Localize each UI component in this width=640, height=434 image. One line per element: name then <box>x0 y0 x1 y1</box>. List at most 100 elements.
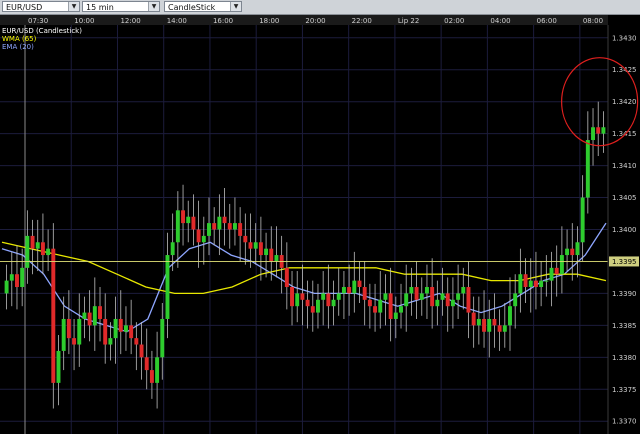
candle-body <box>300 293 305 300</box>
candle-body <box>87 312 92 326</box>
candle-body <box>77 318 82 345</box>
candle-body <box>580 197 585 243</box>
candle-body <box>570 248 575 256</box>
price-chart[interactable]: 07:30 10:00 12:00 14:00 16:00 18:00 20:00 22:00… <box>0 15 640 434</box>
ema-line-group <box>1 222 607 333</box>
time-label: 22:00 <box>352 17 372 25</box>
candle-body <box>113 318 118 339</box>
candle-body <box>129 325 134 339</box>
candle-body <box>528 280 533 288</box>
price-label: 1.3425 <box>612 66 637 74</box>
price-label: 1.3375 <box>612 386 637 394</box>
candle-body <box>539 280 544 288</box>
candle-body <box>440 293 445 300</box>
candle-body <box>61 318 66 351</box>
candle-body <box>399 306 403 313</box>
candle-body <box>155 357 160 383</box>
candle-body <box>82 312 87 319</box>
time-label: 18:00 <box>259 17 279 25</box>
candle-body <box>103 318 108 345</box>
candle-body <box>30 235 35 249</box>
candle-body <box>471 312 476 326</box>
time-label: 16:00 <box>213 17 233 25</box>
candle-body <box>476 318 481 326</box>
candle-body <box>492 318 497 326</box>
candle-body <box>123 325 128 332</box>
wma-line-group <box>1 241 607 295</box>
candle-body <box>373 306 378 313</box>
candle-body <box>450 299 455 307</box>
symbol-select[interactable]: EUR/USD ▼ <box>2 1 80 12</box>
candle-body <box>523 274 528 288</box>
chart-style-select[interactable]: CandleStick ▼ <box>164 1 242 12</box>
candle-body <box>518 274 523 294</box>
time-axis-band <box>0 15 640 25</box>
chevron-down-icon[interactable]: ▼ <box>68 2 79 11</box>
candle-body <box>108 338 113 345</box>
candle-body <box>341 287 346 294</box>
candle-body <box>316 299 320 313</box>
candle-body <box>46 248 51 256</box>
candle-body <box>15 274 19 288</box>
candle-body <box>596 127 601 134</box>
candle-body <box>367 299 372 307</box>
candle-body <box>456 293 461 300</box>
candle-body <box>134 338 139 345</box>
candle-body <box>559 255 564 275</box>
candle-body <box>191 216 196 230</box>
price-label: 1.3385 <box>612 322 637 330</box>
candle-body <box>513 293 518 307</box>
timeframe-select-value: 15 min <box>86 3 114 12</box>
candle-body <box>445 293 450 307</box>
candle-body <box>544 280 549 282</box>
candle-body <box>227 223 232 230</box>
price-label: 1.3415 <box>612 130 637 138</box>
candle-body <box>217 216 222 230</box>
candle-body <box>92 306 97 326</box>
candle-body <box>378 299 383 313</box>
candle-body <box>347 287 352 294</box>
candle-body <box>357 280 362 288</box>
candle-body <box>144 357 149 371</box>
candle-body <box>466 287 471 313</box>
candle-body <box>565 248 570 256</box>
price-label: 1.3430 <box>612 34 637 42</box>
candle-body <box>20 267 25 288</box>
current-price-tag-text: 1.3395 <box>612 258 637 266</box>
candle-body <box>575 242 580 256</box>
candle-body <box>290 287 294 307</box>
symbol-select-value: EUR/USD <box>6 3 43 12</box>
chevron-down-icon[interactable]: ▼ <box>230 2 241 11</box>
candle-body <box>295 293 300 307</box>
candle-body <box>25 235 30 268</box>
candle-body <box>419 293 424 300</box>
price-label: 1.3390 <box>612 290 637 298</box>
current-price-tag <box>609 256 639 267</box>
time-label: 10:00 <box>74 17 94 25</box>
candle-body <box>321 293 326 300</box>
candle-body <box>352 280 357 294</box>
time-label: 14:00 <box>167 17 187 25</box>
candle-body <box>201 235 206 243</box>
candle-body <box>72 338 77 345</box>
candle-body <box>196 229 201 243</box>
chevron-down-icon[interactable]: ▼ <box>148 2 159 11</box>
candle-body <box>66 318 71 339</box>
candle-body <box>305 299 310 307</box>
candle-body <box>424 287 429 294</box>
candle-body <box>139 344 144 358</box>
timeframe-select[interactable]: 15 min ▼ <box>82 1 160 12</box>
candle-body <box>487 318 492 332</box>
candle-body <box>264 248 269 256</box>
time-axis: 07:30 10:00 12:00 14:00 16:00 18:00 20:00 22:00… <box>28 17 603 25</box>
candle-body <box>383 293 388 300</box>
candle-body <box>175 210 180 243</box>
price-label: 1.3380 <box>612 354 637 362</box>
candle-body <box>40 242 45 256</box>
candle-body <box>56 350 61 383</box>
candle-body <box>414 287 419 300</box>
price-label: 1.3400 <box>612 226 637 234</box>
candle-body <box>4 280 9 294</box>
legend-title: EUR/USD (Candlestick) <box>2 27 82 35</box>
price-axis: 1.3430 1.3425 1.3420 1.3415 1.3410 1.3405 1.34… <box>612 34 637 425</box>
